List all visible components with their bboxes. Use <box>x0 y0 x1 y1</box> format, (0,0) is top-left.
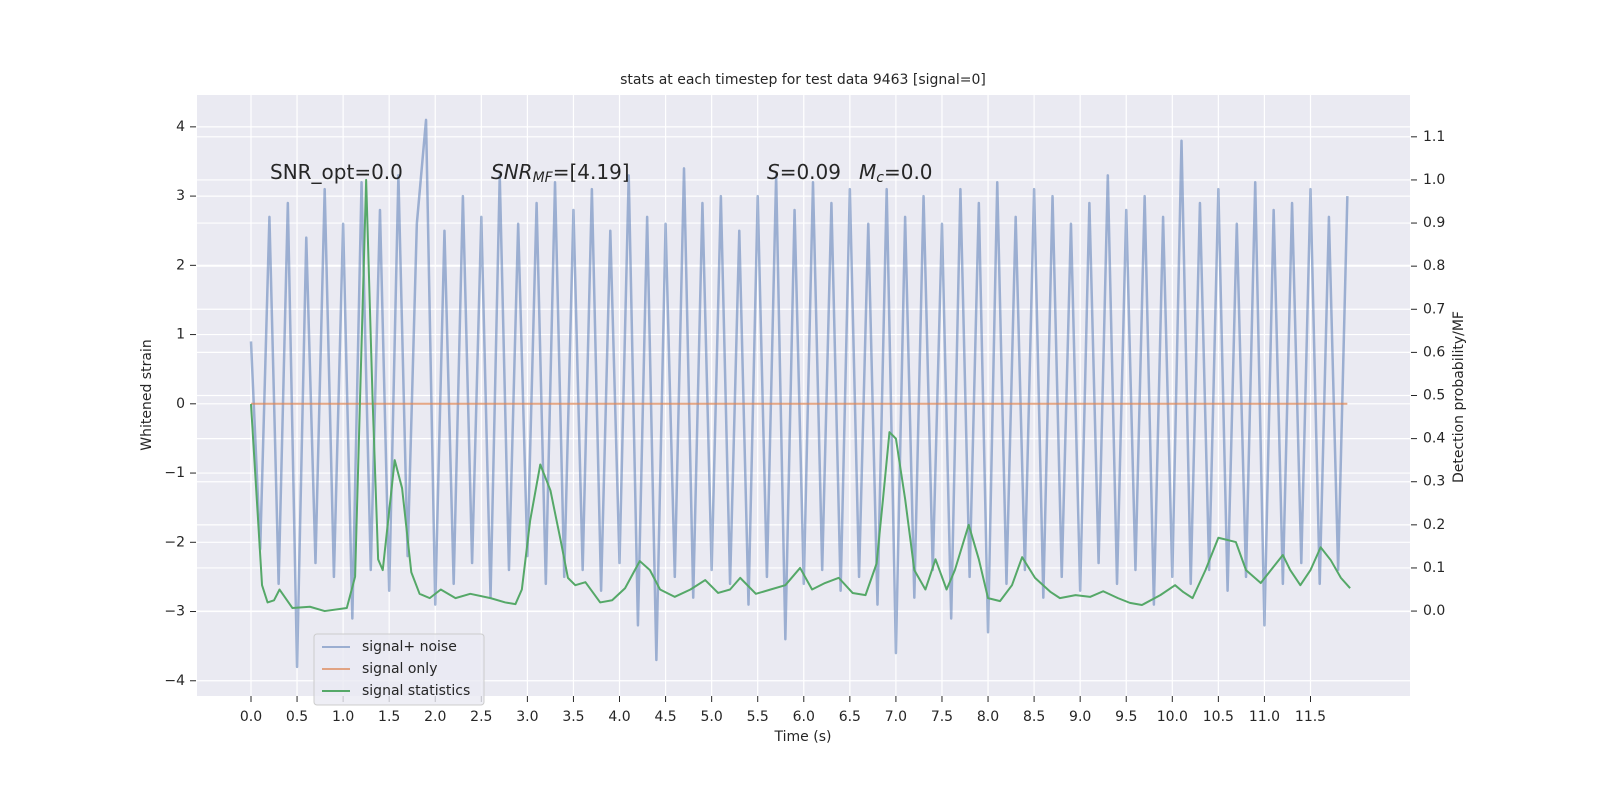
y2-tick-label: 0.0 <box>1423 603 1445 619</box>
x-tick-label: 5.0 <box>701 709 723 725</box>
y2-tick-label: 0.2 <box>1423 517 1445 533</box>
y2-tick-label: 0.5 <box>1423 388 1445 404</box>
x-tick-label: 10.5 <box>1203 709 1234 725</box>
x-tick-label: 4.5 <box>654 709 676 725</box>
annotation-after: =[4.19] <box>553 160 630 184</box>
y2-tick-label: 0.4 <box>1423 431 1445 447</box>
annotation-after: =0.0 <box>884 160 933 184</box>
legend-label: signal only <box>362 661 437 677</box>
annotation-text: SNR <box>491 160 533 184</box>
y2-tick-label: 0.7 <box>1423 301 1445 317</box>
x-tick-label: 11.5 <box>1295 709 1326 725</box>
x-tick-label: 10.0 <box>1157 709 1188 725</box>
annotation-sub: MF <box>533 170 554 186</box>
y-tick-label: 0 <box>176 396 185 412</box>
y-tick-label: −1 <box>164 465 185 481</box>
y2-tick-label: 0.9 <box>1423 215 1445 231</box>
legend-box <box>313 633 485 706</box>
x-tick-label: 8.5 <box>1023 709 1045 725</box>
grid: 0.0 0.5 1.0 1.5 2.0 2.5 3.0 3.5 4.0 4.5 5.0 5.5 6.0 6… <box>164 95 1445 725</box>
annotation-sub: c <box>876 170 884 186</box>
annotation: S=0.09 <box>767 160 841 184</box>
y-tick-label: 3 <box>176 188 185 204</box>
y-tick-label: −2 <box>164 534 185 550</box>
x-tick-label: 2.0 <box>424 709 446 725</box>
x-tick-label: 3.5 <box>562 709 584 725</box>
x-tick-label: 2.5 <box>470 709 492 725</box>
x-tick-label: 7.5 <box>931 709 953 725</box>
x-tick-label: 6.0 <box>793 709 815 725</box>
x-tick-label: 1.0 <box>332 709 354 725</box>
series-line <box>249 118 1349 669</box>
y2-tick-label: 1.1 <box>1423 129 1445 145</box>
annotation-after: =0.09 <box>780 160 841 184</box>
y-axis-label: Whitened strain <box>139 339 155 450</box>
y2-tick-label: 0.3 <box>1423 474 1445 490</box>
annotation-text: S <box>767 160 780 184</box>
x-tick-label: 11.0 <box>1249 709 1280 725</box>
legend: signal+ noise signal only signal statistic… <box>313 633 485 706</box>
y2-tick-label: 1.0 <box>1423 172 1445 188</box>
annotation: SNRMF=[4.19] <box>491 160 630 187</box>
y2-axis-label: Detection probability/MF <box>1451 311 1467 483</box>
y2-tick-label: 0.6 <box>1423 344 1445 360</box>
y-tick-label: −4 <box>164 673 185 689</box>
x-tick-label: 1.5 <box>378 709 400 725</box>
y-tick-label: −3 <box>164 604 185 620</box>
x-tick-label: 0.0 <box>240 709 262 725</box>
y2-tick-label: 0.8 <box>1423 258 1445 274</box>
annotation-text: SNR_opt=0.0 <box>270 160 403 184</box>
x-tick-label: 3.0 <box>516 709 538 725</box>
x-tick-label: 8.0 <box>977 709 999 725</box>
y2-tick-label: 0.1 <box>1423 560 1445 576</box>
y-tick-label: 1 <box>176 327 185 343</box>
annotation-text: M <box>859 160 876 184</box>
x-tick-label: 9.0 <box>1069 709 1091 725</box>
series-line <box>249 178 1351 613</box>
x-tick-label: 0.5 <box>286 709 308 725</box>
chart-title: stats at each timestep for test data 946… <box>620 72 986 88</box>
annotation: Mc=0.0 <box>859 160 933 187</box>
x-tick-label: 7.0 <box>885 709 907 725</box>
x-axis-label: Time (s) <box>774 729 832 745</box>
legend-label: signal+ noise <box>362 639 457 655</box>
x-tick-label: 4.0 <box>608 709 630 725</box>
y-tick-label: 4 <box>176 119 185 135</box>
legend-label: signal statistics <box>362 683 470 699</box>
annotation: SNR_opt=0.0 <box>270 160 403 184</box>
x-tick-label: 6.5 <box>839 709 861 725</box>
x-tick-label: 9.5 <box>1115 709 1137 725</box>
y-tick-label: 2 <box>176 257 185 273</box>
marks <box>249 118 1351 669</box>
x-tick-label: 5.5 <box>747 709 769 725</box>
